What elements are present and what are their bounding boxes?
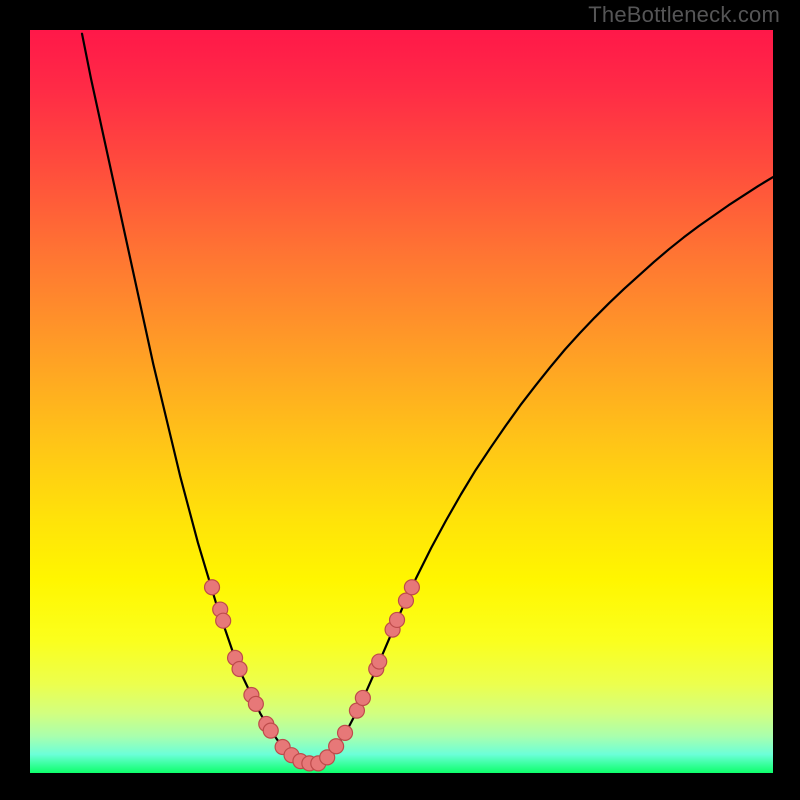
data-marker <box>372 654 387 669</box>
attribution-text: TheBottleneck.com <box>588 2 780 28</box>
bottleneck-curve-chart <box>0 0 800 800</box>
data-marker <box>232 661 247 676</box>
data-marker <box>398 593 413 608</box>
data-marker <box>248 696 263 711</box>
plot-background-gradient <box>30 30 773 773</box>
data-marker <box>216 613 231 628</box>
chart-container: TheBottleneck.com <box>0 0 800 800</box>
data-marker <box>263 723 278 738</box>
data-marker <box>390 612 405 627</box>
data-marker <box>355 690 370 705</box>
data-marker <box>329 739 344 754</box>
data-marker <box>404 580 419 595</box>
data-marker <box>205 580 220 595</box>
data-marker <box>338 725 353 740</box>
